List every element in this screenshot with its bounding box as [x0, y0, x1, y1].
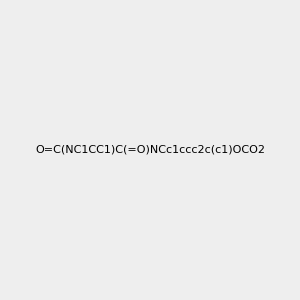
Text: O=C(NC1CC1)C(=O)NCc1ccc2c(c1)OCO2: O=C(NC1CC1)C(=O)NCc1ccc2c(c1)OCO2 — [35, 145, 265, 155]
